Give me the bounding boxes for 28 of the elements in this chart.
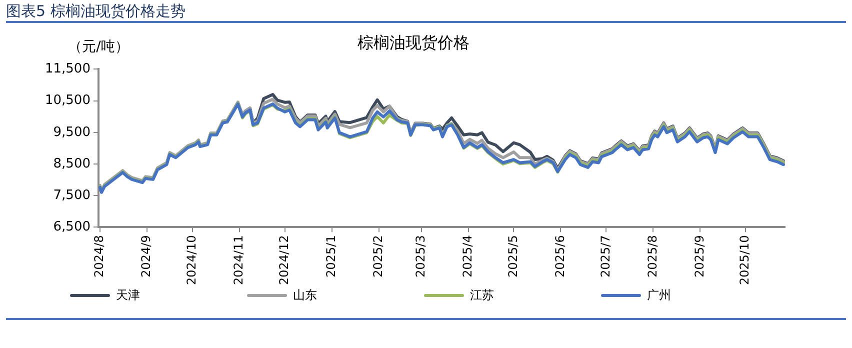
x-tick-label: 2025/4 bbox=[460, 235, 474, 278]
x-tick-label: 2025/6 bbox=[552, 235, 567, 278]
x-tick-label: 2025/9 bbox=[692, 235, 706, 278]
x-tick-label: 2025/5 bbox=[506, 235, 520, 278]
y-tick-label: 10,500 bbox=[44, 93, 90, 108]
x-tick-label: 2025/8 bbox=[645, 235, 660, 278]
x-tick-label: 2024/12 bbox=[277, 235, 292, 286]
chart-subtitle: 棕榈油现货价格 bbox=[358, 32, 470, 52]
x-tick-label: 2025/1 bbox=[324, 235, 338, 278]
y-axis-title: （元/吨） bbox=[68, 38, 129, 55]
x-tick-label: 2024/8 bbox=[92, 235, 106, 278]
legend-label: 江苏 bbox=[470, 286, 494, 304]
legend-label: 天津 bbox=[116, 286, 140, 304]
chart-title: 图表5 棕榈油现货价格走势 bbox=[6, 1, 846, 23]
y-tick-label: 7,500 bbox=[53, 188, 90, 203]
y-tick-label: 6,500 bbox=[53, 220, 90, 235]
y-tick-label: 8,500 bbox=[53, 156, 90, 172]
legend-label: 广州 bbox=[647, 286, 671, 304]
x-tick-label: 2025/7 bbox=[598, 235, 612, 278]
legend-label: 山东 bbox=[293, 286, 317, 304]
x-tick-label: 2024/10 bbox=[184, 235, 199, 286]
x-tick-label: 2025/2 bbox=[370, 235, 385, 278]
x-tick-label: 2025/10 bbox=[738, 235, 752, 286]
x-tick-label: 2024/11 bbox=[232, 235, 246, 286]
y-tick-label: 11,500 bbox=[44, 62, 90, 77]
x-tick-label: 2024/9 bbox=[139, 235, 154, 278]
y-tick-label: 9,500 bbox=[53, 124, 90, 140]
x-tick-label: 2025/3 bbox=[413, 235, 428, 278]
